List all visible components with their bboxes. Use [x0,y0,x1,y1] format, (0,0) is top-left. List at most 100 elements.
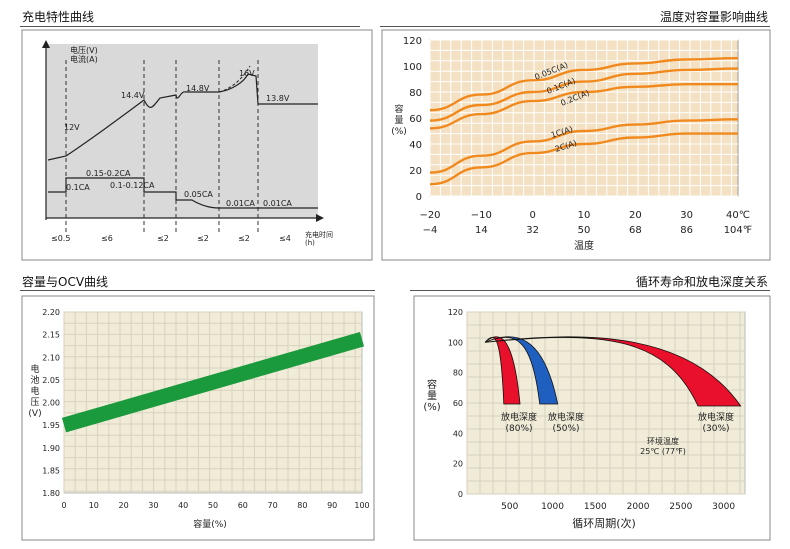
temp-series-line [429,118,739,174]
temp-x-tick-label-c: 30 [680,210,693,221]
temp-x-label: 温度 [574,239,594,252]
cycle-y-tick-label: 100 [448,338,463,347]
charge-current-label: 0.05CA [184,190,213,199]
temp-x-tick-label-f: 86 [680,225,693,236]
charge-current-label: 0.01CA [263,199,292,208]
charge-y-arrow [42,40,50,48]
ocv-series-line [61,331,365,433]
temp-y-tick-label: 20 [409,166,422,177]
ocv-x-tick-label: 0 [61,501,66,510]
ocv-x-tick-label: 60 [238,501,248,510]
temp-frame [381,29,771,261]
temp-y-tick-label: 0 [416,192,422,203]
cycle-x-label: 循环周期(次) [572,516,636,530]
temp-x-tick-label-f: 104℉ [724,225,753,236]
temp-series-line [429,67,739,122]
ocv-y-tick-label: 2.10 [42,353,60,362]
ocv-frame [21,295,375,541]
charge-x-tick-label: ≤2 [238,234,250,243]
ocv-y-tick-label: 2.00 [42,399,60,408]
cycle-y-tick-label: 80 [453,369,463,378]
charge-current-label: 0.1CA [66,183,90,192]
temp-x-tick-label-c: 20 [629,210,642,221]
charge-voltage-curve [47,73,318,161]
charge-voltage-label: 14.4V [121,91,145,100]
temp-y-tick-label: 100 [403,62,422,73]
ocv-y-tick-label: 2.05 [42,376,60,385]
ocv-x-label: 容量(%) [193,518,227,530]
charge-current-label: 0.01CA [226,199,255,208]
cycle-series-area [484,336,521,405]
ocv-y-tick-label: 2.15 [42,331,60,340]
charge-x-tick-label: ≤4 [279,234,291,243]
temp-series-line [429,82,738,130]
temp-plot-area [429,39,739,197]
ocv-x-tick-label: 30 [148,501,158,510]
ocv-y-tick-label: 1.85 [42,466,60,475]
ocv-x-tick-label: 50 [208,501,218,510]
cycle-y-tick-label: 0 [458,490,463,499]
charge-voltage-label: 16V [239,69,255,78]
temp-x-tick-label-f: 14 [475,225,488,236]
ocv-plot-area [63,311,363,494]
cycle-series-area [484,336,742,407]
charge-chart-title: 充电特性曲线 [22,10,95,24]
ocv-y-label: 电池电压(V) [28,363,41,419]
temp-y-tick-label: 120 [403,36,422,47]
charge-plot-area [46,44,318,218]
cycle-series-label: 放电深度(80%) [501,411,537,434]
temp-x-tick-label-f: 50 [578,225,591,236]
temp-x-tick-label-c: 40℃ [726,210,750,221]
cycle-x-tick-label: 2500 [669,502,692,512]
temp-title-rule [380,26,770,27]
ocv-x-tick-label: 80 [297,501,307,510]
cycle-annotation: 环境温度 25℃ (77℉) [640,436,686,456]
temp-x-tick-label-c: −10 [471,210,492,221]
ocv-x-tick-label: 100 [354,501,369,510]
cycle-y-label: 容量(%) [423,378,440,413]
temp-x-tick-label-c: 0 [529,210,535,221]
temp-x-tick-label-c: −20 [419,210,440,221]
cycle-x-tick-label: 500 [501,502,518,512]
ocv-y-tick-label: 2.20 [42,308,60,317]
charge-voltage-label: 12V [64,123,80,132]
charge-x-label: 充电时间(h) [305,230,333,247]
temp-series-line [429,57,739,112]
temp-y-tick-label: 40 [409,140,422,151]
temp-y-tick-label: 60 [409,114,422,125]
ocv-y-tick-label: 1.95 [42,421,60,430]
cycle-x-tick-label: 1000 [541,502,564,512]
cycle-y-tick-label: 120 [448,308,463,317]
cycle-x-tick-label: 3000 [712,502,735,512]
cycle-series-area [484,336,559,405]
cycle-chart-title: 循环寿命和放电深度关系 [635,275,768,289]
charge-x-tick-label: ≤2 [197,234,209,243]
charge-voltage-label: 14.8V [186,84,210,93]
charge-voltage-dashed [218,65,251,93]
charge-x-tick-label: ≤0.5 [51,234,70,243]
ocv-y-tick-label: 1.80 [42,489,60,498]
ocv-title-rule [20,290,375,291]
cycle-series-label: 放电深度(50%) [548,411,584,434]
charge-frame [21,29,373,261]
cycle-x-tick-label: 1500 [584,502,607,512]
charge-title-rule [20,26,360,27]
temp-x-tick-label-f: 32 [526,225,539,236]
cycle-series-label: 放电深度(30%) [698,411,734,434]
ocv-x-tick-label: 20 [119,501,129,510]
charge-current-label: 0.1-0.12CA [110,181,155,190]
charge-x-arrow [316,214,324,222]
temp-y-label: 容量(%) [391,103,407,137]
temp-x-tick-label-f: −4 [423,225,438,236]
ocv-x-tick-label: 90 [327,501,337,510]
ocv-y-tick-label: 1.90 [42,444,60,453]
cycle-x-tick-label: 2000 [627,502,650,512]
cycle-title-rule [410,290,770,291]
cycle-y-tick-label: 40 [453,429,463,438]
cycle-y-tick-label: 60 [453,399,463,408]
temp-y-tick-label: 80 [409,88,422,99]
temp-chart-title: 温度对容量影响曲线 [659,10,768,24]
temp-x-tick-label-c: 10 [578,210,591,221]
charge-y-label: 电压(V)电流(A) [70,45,98,64]
ocv-x-tick-label: 70 [268,501,278,510]
